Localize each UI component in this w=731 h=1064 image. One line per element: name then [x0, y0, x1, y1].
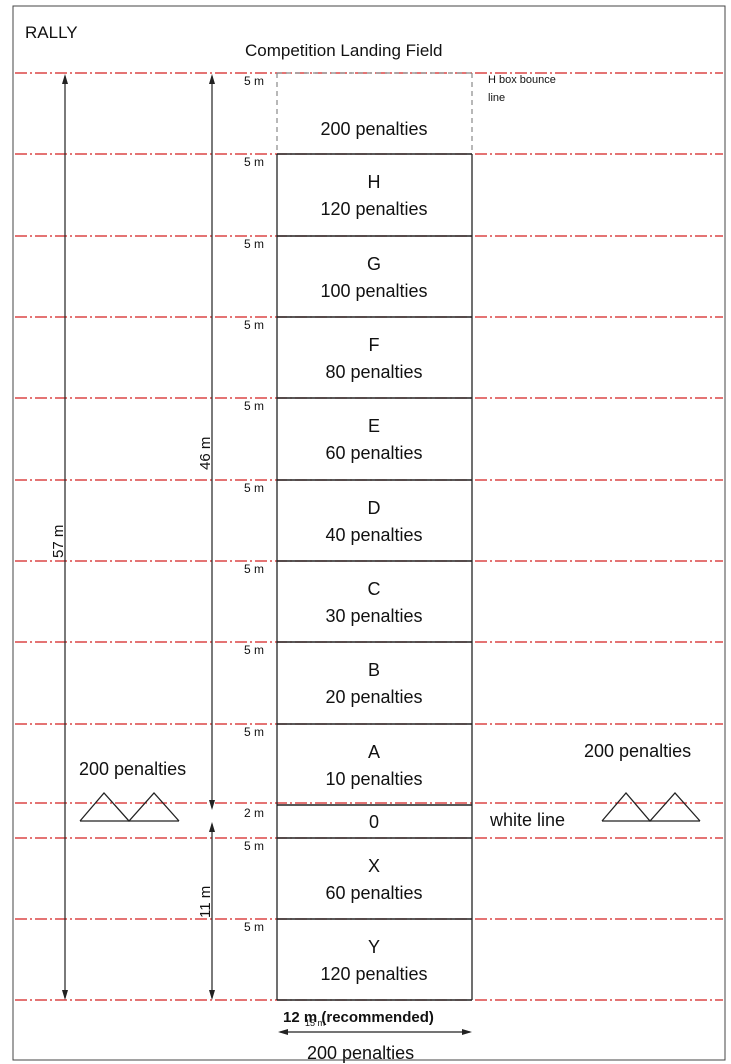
box-height-label: 5 m [244, 399, 264, 413]
box-height-label: 5 m [244, 562, 264, 576]
arrow-right-icon [462, 1029, 472, 1035]
width-underlay: 15 m [305, 1018, 325, 1028]
box-letter: D [368, 498, 381, 518]
dim-total-length: 57 m [50, 525, 67, 558]
box-letter: 0 [369, 812, 379, 832]
box-height-label: 5 m [244, 839, 264, 853]
box-letter: F [369, 335, 380, 355]
box-penalty: 100 penalties [320, 281, 427, 301]
landing-box: 5 m F 80 penalties [244, 316, 473, 398]
white-line-label: white line [489, 810, 565, 830]
arrow-down-icon [62, 990, 68, 1000]
box-letter: A [368, 742, 380, 762]
box-penalty: 10 penalties [325, 769, 422, 789]
box-letter: B [368, 660, 380, 680]
box-height-label: 5 m [244, 237, 264, 251]
landing-box: 2 m 0 [244, 804, 473, 838]
box-letter: G [367, 254, 381, 274]
box-height-label: 5 m [244, 481, 264, 495]
triangles-left-icon [79, 792, 180, 822]
box-penalty: 60 penalties [325, 883, 422, 903]
landing-box: 5 m Y 120 penalties [244, 918, 473, 1001]
width-label: 12 m (recommended) [283, 1009, 434, 1026]
box-penalty: 80 penalties [325, 362, 422, 382]
box-penalty: 40 penalties [325, 525, 422, 545]
landing-box: 5 m 200 penalties [244, 72, 473, 154]
side-right-penalty: 200 penalties [584, 741, 691, 761]
width-dimension-line [278, 1029, 472, 1035]
bounce-note-line1: H box bounce [488, 74, 556, 86]
box-height-label: 5 m [244, 74, 264, 88]
outer-frame [12, 5, 726, 1061]
dimension-11m: 11 m [197, 822, 215, 1000]
box-letter: C [368, 579, 381, 599]
arrow-down-icon [209, 800, 215, 810]
box-letter: Y [368, 937, 380, 957]
landing-box: 5 m H 120 penalties [244, 153, 473, 236]
box-penalty: 120 penalties [320, 199, 427, 219]
bounce-note-line2: line [488, 92, 505, 104]
landing-box: 5 m E 60 penalties [244, 397, 473, 480]
landing-box: 5 m G 100 penalties [244, 235, 473, 317]
landing-box: 5 m X 60 penalties [244, 837, 473, 919]
landing-box: 5 m A 10 penalties [244, 723, 473, 805]
box-height-label: 2 m [244, 806, 264, 820]
arrow-up-icon [209, 822, 215, 832]
arrow-down-icon [209, 990, 215, 1000]
box-penalty: 200 penalties [320, 119, 427, 139]
dim-rear-length: 11 m [197, 886, 214, 918]
box-height-label: 5 m [244, 920, 264, 934]
box-penalty: 20 penalties [325, 687, 422, 707]
box-height-label: 5 m [244, 643, 264, 657]
boundary-lines [15, 72, 723, 1001]
header-left-title: RALLY [25, 23, 78, 42]
box-penalty: 60 penalties [325, 443, 422, 463]
dimension-57m: 57 m [50, 74, 68, 1000]
arrow-up-icon [209, 74, 215, 84]
box-height-label: 5 m [244, 725, 264, 739]
landing-box: 5 m C 30 penalties [244, 560, 473, 642]
landing-box: 5 m B 20 penalties [244, 641, 473, 724]
box-height-label: 5 m [244, 155, 264, 169]
box-letter: X [368, 856, 380, 876]
header-title: Competition Landing Field [245, 41, 443, 60]
box-letter: H [368, 172, 381, 192]
landing-boxes: 5 m 200 penalties 5 m H 120 penalties 5 m G 100… [244, 72, 473, 1001]
box-letter: E [368, 416, 380, 436]
arrow-left-icon [278, 1029, 288, 1035]
box-penalty: 120 penalties [320, 964, 427, 984]
dimension-46m: 46 m [197, 74, 215, 810]
dim-field-length: 46 m [197, 437, 214, 470]
box-penalty: 30 penalties [325, 606, 422, 626]
triangles-right-icon [601, 792, 701, 822]
arrow-up-icon [62, 74, 68, 84]
landing-box: 5 m D 40 penalties [244, 479, 473, 561]
side-left-penalty: 200 penalties [79, 759, 186, 779]
box-height-label: 5 m [244, 318, 264, 332]
bottom-penalty: 200 penalties [307, 1043, 414, 1063]
